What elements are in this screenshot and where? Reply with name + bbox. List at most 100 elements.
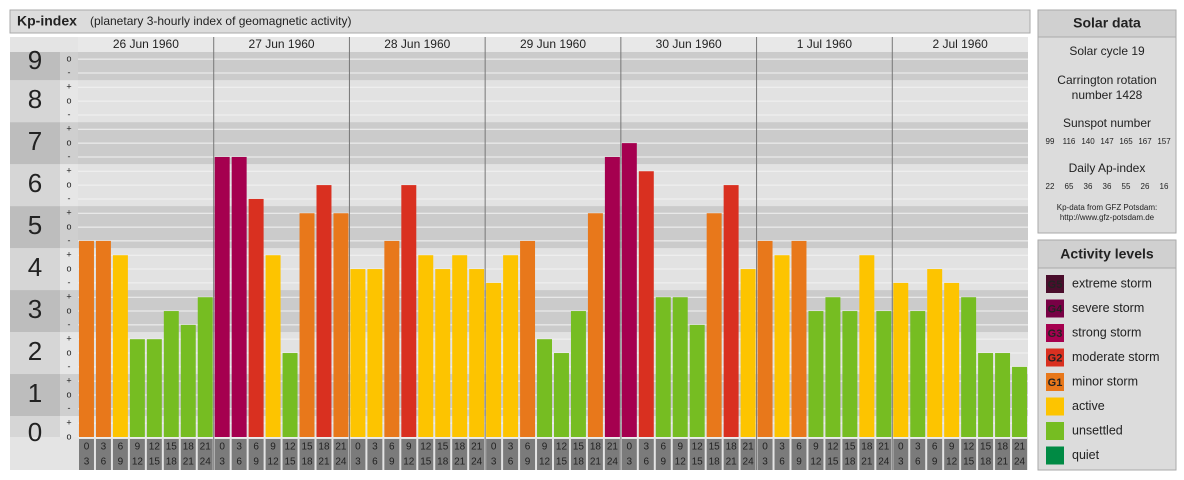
hour-cell [1012, 439, 1027, 470]
hour-cell [503, 439, 519, 470]
bar [401, 185, 417, 437]
hour-cell [435, 439, 451, 470]
chart-subtitle: (planetary 3-hourly index of geomagnetic… [90, 14, 351, 28]
carrington: Carrington rotation [1057, 73, 1156, 87]
hour-label: 21 [200, 442, 212, 453]
hour-cell [316, 439, 332, 470]
legend-label: strong storm [1072, 325, 1141, 339]
hour-cell [723, 439, 739, 470]
legend-swatch [1046, 324, 1064, 342]
hour-label: 15 [709, 442, 721, 453]
bar [316, 185, 332, 437]
minor-tick-label: + [66, 292, 71, 302]
sunspot-value: 99 [1046, 137, 1055, 146]
minor-tick-label: + [66, 376, 71, 386]
hour-label: 21 [318, 457, 330, 468]
minor-tick-label: o [66, 305, 71, 315]
minor-tick-label: + [66, 208, 71, 218]
date-label: 30 Jun 1960 [656, 37, 722, 51]
hour-label: 15 [963, 457, 975, 468]
bar [859, 255, 875, 437]
hour-label: 3 [915, 442, 921, 453]
hour-cell [893, 439, 909, 470]
minor-band [60, 122, 78, 165]
y-tick-label: 7 [28, 126, 42, 156]
hour-label: 24 [1014, 457, 1026, 468]
hour-cell [469, 439, 485, 470]
minor-tick-label: + [66, 166, 71, 176]
hour-label: 18 [844, 457, 856, 468]
hour-label: 12 [539, 457, 551, 468]
source: Kp-data from GFZ Potsdam: [1057, 203, 1157, 212]
legend-swatch [1046, 275, 1064, 293]
hour-label: 6 [525, 442, 531, 453]
minor-tick-label: - [68, 235, 71, 245]
hour-label: 12 [692, 442, 704, 453]
legend-label: active [1072, 399, 1105, 413]
hour-label: 0 [491, 442, 497, 453]
minor-tick-label: o [66, 347, 71, 357]
hour-label: 9 [542, 442, 548, 453]
bar [503, 255, 519, 437]
hour-label: 15 [573, 442, 585, 453]
hour-label: 0 [219, 442, 225, 453]
hour-label: 15 [166, 442, 178, 453]
hour-cell [842, 439, 858, 470]
sunspot-value: 147 [1100, 137, 1114, 146]
solar-title-bar [1037, 9, 1177, 38]
hour-label: 18 [454, 442, 466, 453]
hour-label: 21 [878, 442, 890, 453]
band [78, 416, 1028, 437]
bar [469, 269, 485, 437]
hour-label: 9 [660, 457, 666, 468]
minor-band [60, 80, 78, 123]
hour-cell [554, 439, 569, 470]
minor-tick-label: - [68, 109, 71, 119]
bar [638, 171, 654, 438]
hour-cell [282, 439, 298, 470]
hour-label: 3 [627, 457, 633, 468]
hour-label: 0 [898, 442, 904, 453]
label-band [10, 122, 60, 165]
hour-label: 6 [508, 457, 514, 468]
sunspot-title: Sunspot number [1063, 116, 1151, 130]
hour-label: 3 [219, 457, 225, 468]
hour-cell [825, 439, 841, 470]
hour-label: 24 [471, 457, 483, 468]
sunspot-value: 116 [1063, 137, 1076, 146]
hour-label: 12 [675, 457, 687, 468]
bar [384, 240, 400, 437]
legend-label: extreme storm [1072, 276, 1152, 290]
hour-cell [791, 439, 807, 470]
hour-cell [876, 439, 892, 470]
hour-cell [418, 439, 434, 470]
bar [706, 213, 722, 437]
band [78, 52, 1028, 81]
hour-label: 9 [389, 457, 395, 468]
hour-cell [621, 439, 637, 470]
hour-label: 9 [796, 457, 802, 468]
hour-label: 18 [980, 457, 992, 468]
y-tick-label: 8 [28, 84, 42, 114]
hour-label: 21 [743, 442, 755, 453]
minor-tick-label: o [66, 95, 71, 105]
minor-tick-label: + [66, 334, 71, 344]
date-label: 26 Jun 1960 [113, 37, 179, 51]
hour-label: 3 [372, 442, 378, 453]
minor-band [60, 52, 78, 81]
hour-cell [570, 439, 586, 470]
legend-code: G1 [1048, 377, 1063, 389]
bar [808, 311, 824, 437]
bar [163, 311, 179, 437]
y-tick-label: 6 [28, 168, 42, 198]
hour-cell [859, 439, 875, 470]
hour-cell [146, 439, 162, 470]
y-tick-label: 4 [28, 252, 42, 282]
hour-cell [757, 439, 773, 470]
legend-label: minor storm [1072, 374, 1138, 388]
legend-label: quiet [1072, 448, 1100, 462]
date-label: 1 Jul 1960 [797, 37, 853, 51]
hour-label: 6 [660, 442, 666, 453]
hour-label: 6 [796, 442, 802, 453]
